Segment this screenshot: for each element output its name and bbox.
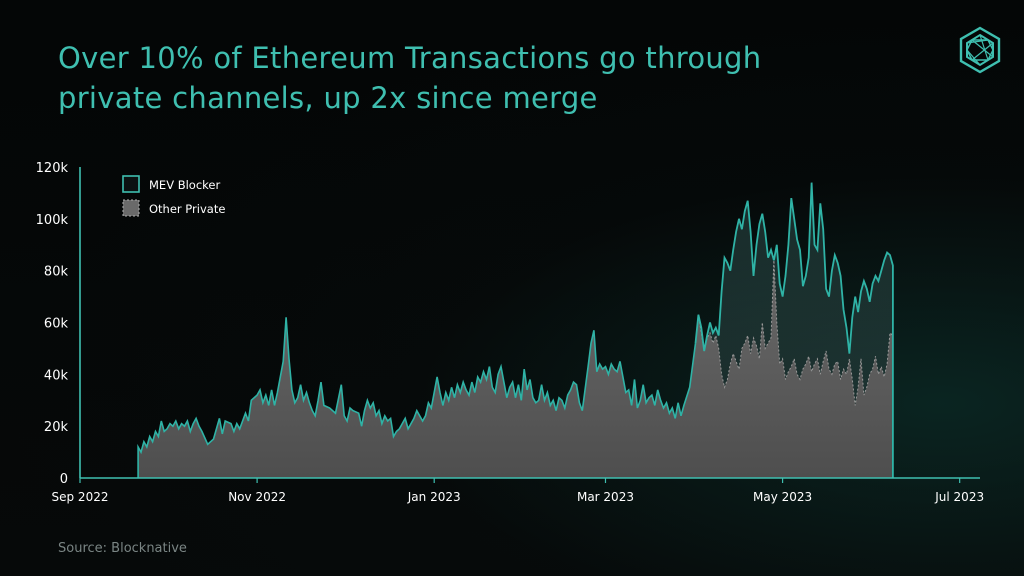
hexagon-logo-icon bbox=[959, 26, 1001, 74]
x-tick-label: Nov 2022 bbox=[228, 490, 286, 504]
y-tick-label: 60k bbox=[44, 317, 69, 332]
legend-swatch-other-private bbox=[122, 199, 140, 217]
series-areas bbox=[137, 182, 894, 478]
legend-label-other-private: Other Private bbox=[149, 202, 225, 216]
title-line-1: Over 10% of Ethereum Transactions go thr… bbox=[58, 41, 762, 75]
early-series-outline bbox=[137, 317, 697, 478]
legend-label-mev-blocker: MEV Blocker bbox=[149, 178, 220, 192]
title-line-2: private channels, up 2x since merge bbox=[58, 81, 598, 115]
x-tick-label: Sep 2022 bbox=[52, 490, 109, 504]
y-tick-label: 120k bbox=[36, 161, 69, 176]
y-tick-label: 80k bbox=[44, 265, 69, 280]
y-ticks: 0 20k 40k 60k 80k 100k 120k bbox=[36, 161, 69, 487]
x-tick-label: Jan 2023 bbox=[407, 490, 461, 504]
x-ticks: Sep 2022 Nov 2022 Jan 2023 Mar 2023 May 2023… bbox=[52, 478, 984, 504]
y-tick-label: 0 bbox=[60, 472, 68, 487]
legend-swatch-mev-blocker bbox=[122, 175, 140, 193]
other-private-area bbox=[138, 260, 893, 478]
source-note: Source: Blocknative bbox=[58, 541, 187, 556]
y-tick-label: 20k bbox=[44, 420, 69, 435]
x-tick-label: Jul 2023 bbox=[934, 490, 984, 504]
x-tick-label: May 2023 bbox=[753, 490, 812, 504]
y-tick-label: 40k bbox=[44, 368, 69, 383]
mev-blocker-line bbox=[694, 182, 894, 478]
legend: MEV Blocker Other Private bbox=[122, 175, 225, 217]
other-private-line bbox=[695, 260, 894, 406]
y-tick-label: 100k bbox=[36, 213, 69, 228]
x-tick-label: Mar 2023 bbox=[577, 490, 634, 504]
chart-title: Over 10% of Ethereum Transactions go thr… bbox=[58, 38, 918, 118]
